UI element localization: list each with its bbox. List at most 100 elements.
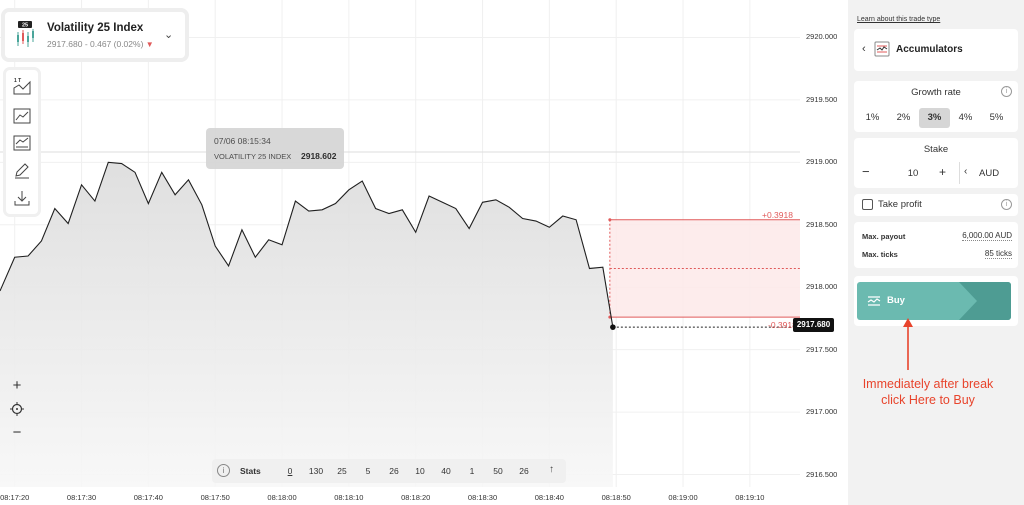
volatility-index-icon: 25 xyxy=(17,21,34,47)
payout-info-card: Max. payout 6,000.00 AUD Max. ticks 85 t… xyxy=(854,222,1018,268)
buy-button[interactable]: Buy xyxy=(857,282,1011,320)
y-tick-label: 2917.500 xyxy=(806,344,838,354)
stat-value: 5 xyxy=(365,466,371,476)
stake-decrease-button[interactable]: − xyxy=(862,164,870,179)
x-tick-label: 08:18:00 xyxy=(267,493,297,502)
barrier-band xyxy=(609,219,800,318)
stat-value: 26 xyxy=(519,466,529,476)
price-area xyxy=(0,162,613,488)
price-change-text: 2917.680 - 0.467 (0.02%) xyxy=(47,39,144,49)
current-spot-dot xyxy=(610,324,616,330)
stats-bar: i Stats 0 130 25 5 26 10 40 1 50 26 ↑ xyxy=(212,459,566,483)
take-profit-checkbox[interactable] xyxy=(862,199,873,210)
tooltip-datetime: 07/06 08:15:34 xyxy=(214,136,271,146)
stake-input[interactable]: 10 xyxy=(907,168,919,179)
stat-value: 40 xyxy=(441,466,451,476)
current-price-tag: 2917.680 xyxy=(793,318,834,332)
down-arrow-icon: ▼ xyxy=(145,40,154,49)
zoom-controls: + − xyxy=(6,376,26,446)
x-tick-label: 08:17:30 xyxy=(66,493,97,502)
buy-label: Buy xyxy=(887,295,905,306)
annotation-line-1: Immediately after break xyxy=(862,377,994,391)
stat-value: 50 xyxy=(493,466,503,476)
learn-trade-type-link[interactable]: Learn about this trade type xyxy=(857,16,941,23)
chevron-left-icon[interactable]: ‹ xyxy=(964,166,968,177)
symbol-price-change: 2917.680 - 0.467 (0.02%) ▼ xyxy=(47,39,154,49)
currency-selector[interactable]: AUD xyxy=(979,168,1000,179)
x-tick-label: 08:17:20 xyxy=(0,493,30,502)
divider xyxy=(959,162,960,184)
y-tick-label: 2919.500 xyxy=(806,94,838,104)
symbol-badge: 25 xyxy=(22,23,28,29)
drawing-tools-icon[interactable] xyxy=(12,160,32,180)
max-payout-value: 6,000.00 AUD xyxy=(962,231,1012,241)
take-profit-label: Take profit xyxy=(878,199,922,210)
stake-card: Stake − 10 + ‹ AUD xyxy=(854,138,1018,188)
indicators-icon[interactable] xyxy=(12,106,32,126)
buy-arrow-shape xyxy=(959,282,1011,320)
chart-type-area-icon[interactable]: 1 T xyxy=(12,76,32,96)
arrow-up-icon[interactable]: ↑ xyxy=(549,464,554,475)
growth-rate-card: Growth rate i 1% 2% 3% 4% 5% xyxy=(854,81,1018,132)
x-tick-label: 08:18:20 xyxy=(401,493,431,502)
x-tick-label: 08:19:00 xyxy=(668,493,698,502)
x-tick-label: 08:17:50 xyxy=(200,493,230,502)
annotation-line-2: click Here to Buy xyxy=(881,393,975,407)
y-tick-label: 2920.000 xyxy=(806,32,838,42)
growth-rate-title: Growth rate xyxy=(911,87,961,98)
tooltip-value: 2918.602 xyxy=(301,151,337,161)
stat-value: 26 xyxy=(389,466,399,476)
chart-tools-toolbar: 1 T xyxy=(6,70,38,214)
growth-rate-option[interactable]: 5% xyxy=(989,112,1004,123)
symbol-selector[interactable]: 25 Volatility 25 Index 2917.680 - 0.467 … xyxy=(5,12,185,58)
max-payout-label: Max. payout xyxy=(862,232,906,241)
templates-icon[interactable] xyxy=(12,133,32,153)
max-ticks-value: 85 ticks xyxy=(984,249,1012,259)
stat-value: 1 xyxy=(469,466,475,476)
crosshair-icon[interactable] xyxy=(9,402,25,420)
zoom-out-button[interactable]: − xyxy=(12,424,22,441)
chart-area[interactable]: 2920.000 2919.500 2919.000 2918.500 2918.000… xyxy=(0,0,848,505)
chevron-left-icon[interactable]: ‹ xyxy=(862,43,866,55)
chevron-down-icon[interactable]: ⌄ xyxy=(164,29,174,41)
y-tick-label: 2917.000 xyxy=(806,407,838,417)
x-tick-label: 08:18:40 xyxy=(534,493,564,502)
price-line xyxy=(0,161,614,328)
trade-type-selector[interactable]: ‹ Accumulators xyxy=(854,29,1018,71)
stats-label: Stats xyxy=(240,466,261,476)
stake-increase-button[interactable]: + xyxy=(939,165,947,179)
y-tick-label: 2919.000 xyxy=(806,157,838,167)
annotation-arrow xyxy=(903,318,913,370)
tick-label: 1 T xyxy=(14,78,21,84)
tooltip-symbol: VOLATILITY 25 INDEX xyxy=(214,152,292,161)
annotation-text: Immediately after break click Here to Bu… xyxy=(838,376,1018,408)
x-tick-label: 08:19:10 xyxy=(735,493,765,502)
max-ticks-label: Max. ticks xyxy=(862,250,898,259)
x-tick-label: 08:18:50 xyxy=(601,493,631,502)
accumulators-icon xyxy=(874,41,890,57)
accumulators-icon xyxy=(867,296,881,306)
growth-rate-option[interactable]: 1% xyxy=(865,112,880,123)
info-icon[interactable]: i xyxy=(1001,199,1012,210)
download-icon[interactable] xyxy=(12,188,32,208)
growth-rate-option[interactable]: 3% xyxy=(919,108,950,128)
zoom-in-button[interactable]: + xyxy=(12,377,22,394)
stat-value: 130 xyxy=(308,466,324,476)
lower-barrier-label: -0.3918 xyxy=(768,320,797,330)
price-chart[interactable] xyxy=(0,0,848,505)
buy-card: Buy xyxy=(854,276,1018,326)
barrier-start-dot xyxy=(608,218,612,222)
stake-title: Stake xyxy=(923,144,949,155)
x-tick-label: 08:17:40 xyxy=(133,493,163,502)
y-tick-label: 2918.500 xyxy=(806,219,838,229)
x-tick-label: 08:18:30 xyxy=(467,493,498,502)
info-icon[interactable]: i xyxy=(1001,86,1012,97)
stat-value: 0 xyxy=(287,466,293,476)
stat-value: 25 xyxy=(337,466,347,476)
growth-rate-option[interactable]: 4% xyxy=(958,112,973,123)
upper-barrier-label: +0.3918 xyxy=(762,210,793,220)
growth-rate-option[interactable]: 2% xyxy=(896,112,911,123)
x-tick-label: 08:18:10 xyxy=(334,493,364,502)
crosshair-tooltip: 07/06 08:15:34 VOLATILITY 25 INDEX 2918.… xyxy=(206,128,344,169)
info-icon[interactable]: i xyxy=(217,464,230,477)
